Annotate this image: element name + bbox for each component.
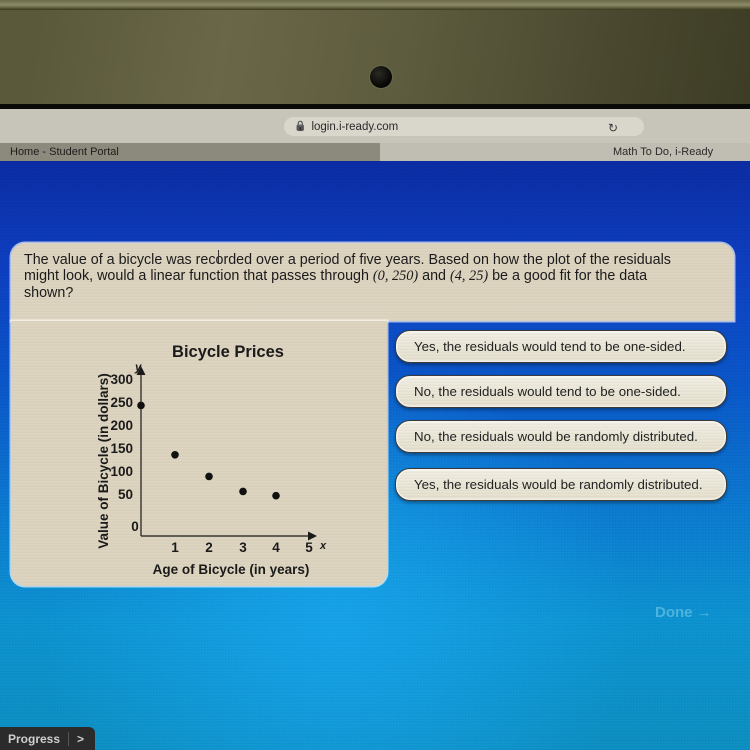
svg-text:100: 100 bbox=[110, 464, 133, 479]
svg-text:Age of Bicycle (in years): Age of Bicycle (in years) bbox=[153, 562, 310, 577]
svg-text:5: 5 bbox=[305, 540, 313, 555]
svg-text:1: 1 bbox=[171, 540, 179, 555]
svg-text:Value of Bicycle (in dollars): Value of Bicycle (in dollars) bbox=[96, 373, 111, 549]
svg-text:300: 300 bbox=[110, 372, 133, 387]
svg-text:0: 0 bbox=[131, 519, 139, 534]
svg-text:x: x bbox=[319, 540, 327, 552]
svg-text:200: 200 bbox=[110, 418, 133, 433]
svg-text:250: 250 bbox=[110, 395, 133, 410]
svg-text:Bicycle Prices: Bicycle Prices bbox=[172, 343, 284, 361]
svg-text:2: 2 bbox=[205, 540, 213, 555]
svg-text:150: 150 bbox=[110, 441, 133, 456]
svg-text:4: 4 bbox=[272, 540, 280, 555]
svg-text:50: 50 bbox=[118, 487, 133, 502]
svg-text:3: 3 bbox=[239, 540, 247, 555]
